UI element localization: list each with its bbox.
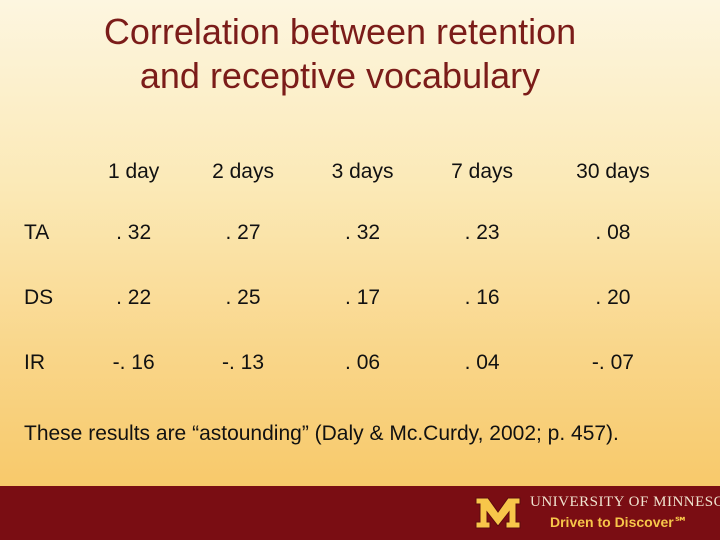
table-cell: . 32 xyxy=(345,220,381,244)
table-cell: . 06 xyxy=(345,350,381,374)
table-cell: . 16 xyxy=(464,285,500,309)
citation-note: These results are “astounding” (Daly & M… xyxy=(24,422,619,445)
table-row: TA . 32 . 27 . 32 . 23 . 08 xyxy=(24,200,684,265)
university-name: UNIVERSITY OF MINNESOTA xyxy=(530,494,720,510)
header-7-days: 7 days xyxy=(451,160,514,183)
table-cell: . 25 xyxy=(225,285,261,309)
title-line-2: and receptive vocabulary xyxy=(139,55,541,96)
row-label: TA xyxy=(24,220,50,244)
header-empty xyxy=(24,160,84,200)
header-2-days: 2 days xyxy=(212,160,274,183)
table-row: IR -. 16 -. 13 . 06 . 04 -. 07 xyxy=(24,330,684,395)
table-row: DS . 22 . 25 . 17 . 16 . 20 xyxy=(24,265,684,330)
footer-bar: UNIVERSITY OF MINNESOTA Driven to Discov… xyxy=(0,486,720,540)
table-header-row: 1 day 2 days 3 days 7 days 30 days xyxy=(24,160,684,200)
table-cell: . 27 xyxy=(225,220,261,244)
table-cell: . 20 xyxy=(595,285,631,309)
table-cell: . 23 xyxy=(464,220,500,244)
table-cell: -. 13 xyxy=(222,350,265,374)
table-cell: . 32 xyxy=(116,220,152,244)
header-30-days: 30 days xyxy=(576,160,650,183)
correlation-table: 1 day 2 days 3 days 7 days 30 days TA . … xyxy=(24,160,684,395)
slide-title: Correlation between retention and recept… xyxy=(40,10,640,98)
title-line-1: Correlation between retention xyxy=(103,11,577,52)
table-cell: . 22 xyxy=(116,285,152,309)
header-1-day: 1 day xyxy=(107,160,160,183)
row-label: DS xyxy=(24,285,54,309)
row-label: IR xyxy=(24,350,45,374)
table-cell: -. 16 xyxy=(112,350,155,374)
university-m-logo-icon xyxy=(475,497,521,529)
table-cell: . 17 xyxy=(345,285,381,309)
table-cell: -. 07 xyxy=(591,350,634,374)
header-3-days: 3 days xyxy=(331,160,394,183)
table-cell: . 08 xyxy=(595,220,631,244)
table-cell: . 04 xyxy=(464,350,500,374)
tagline: Driven to Discover℠ xyxy=(550,514,688,530)
